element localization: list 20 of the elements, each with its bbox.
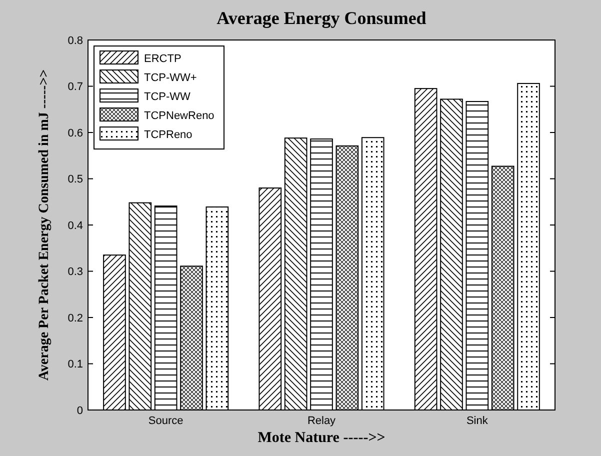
legend-label: TCPReno (144, 128, 192, 141)
y-tick-label: 0.7 (68, 81, 83, 94)
y-tick-label: 0.3 (68, 266, 83, 278)
y-tick-label: 0.4 (68, 220, 83, 232)
y-tick-label: 0.2 (68, 312, 83, 324)
y-tick-label: 0.5 (68, 174, 83, 186)
x-tick-label: Source (148, 415, 184, 427)
x-axis-title: Mote Nature ----->> (258, 430, 386, 446)
y-tick-label: 0.8 (68, 34, 83, 47)
y-axis-title: Average Per Packet Energy Consumed in mJ ----->> (37, 69, 52, 381)
y-tick-label: 0.1 (68, 358, 83, 371)
legend-label: TCP-WW (144, 90, 192, 103)
y-tick-label: 0.6 (68, 127, 83, 140)
y-tick-label: 0 (76, 404, 83, 417)
x-tick-label: Relay (307, 415, 336, 427)
legend-label: TCPNewReno (144, 110, 214, 122)
legend-label: ERCTP (144, 52, 182, 65)
x-tick-label: Sink (466, 415, 488, 427)
chart-title: Average Energy Consumed (216, 8, 426, 28)
legend-label: TCP-WW+ (144, 72, 197, 84)
